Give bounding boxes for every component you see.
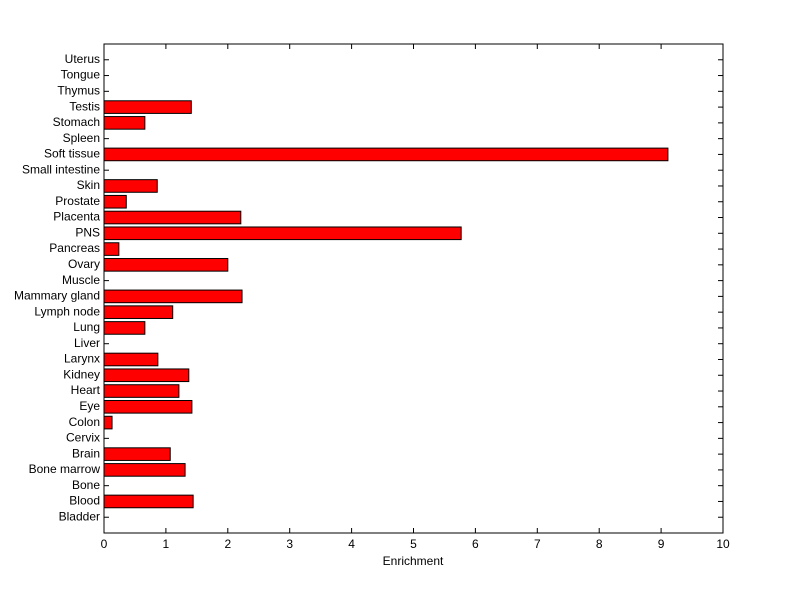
y-tick-label: Pancreas <box>49 241 100 255</box>
x-tick-label: 0 <box>101 537 108 551</box>
y-tick-label: Skin <box>77 178 100 192</box>
y-tick-label: Uterus <box>65 52 100 66</box>
y-tick-label: Soft tissue <box>44 147 100 161</box>
y-tick-label: Heart <box>71 383 101 397</box>
y-tick-label: Lymph node <box>34 304 100 318</box>
y-tick-label: Cervix <box>66 431 100 445</box>
bar <box>103 415 113 430</box>
y-tick-label: Kidney <box>63 367 100 381</box>
bar <box>103 352 159 367</box>
bar <box>103 321 146 335</box>
y-tick-label: PNS <box>75 225 100 239</box>
bar <box>103 494 194 509</box>
y-tick-label: Tongue <box>61 68 101 82</box>
bar <box>103 399 193 414</box>
y-tick-label: Larynx <box>64 352 100 366</box>
y-tick-label: Prostate <box>55 194 100 208</box>
x-tick-label: 7 <box>534 537 541 551</box>
bar <box>103 179 158 193</box>
y-tick-label: Ovary <box>68 257 100 271</box>
y-tick-label: Eye <box>79 399 100 413</box>
bar <box>103 305 174 319</box>
x-tick-label: 9 <box>658 537 665 551</box>
x-axis-label: Enrichment <box>383 554 444 568</box>
y-tick-label: Blood <box>69 494 100 508</box>
y-tick-label: Bone marrow <box>29 462 101 476</box>
y-tick-label: Testis <box>69 99 100 113</box>
y-tick-label: Bone <box>72 478 100 492</box>
y-tick-label: Bladder <box>59 509 100 523</box>
bar <box>103 258 229 272</box>
bar <box>103 463 186 477</box>
bar <box>103 242 120 256</box>
y-tick-label: Muscle <box>62 273 100 287</box>
y-tick-label: Mammary gland <box>14 289 100 303</box>
x-tick-label: 3 <box>286 537 293 551</box>
y-tick-label: Stomach <box>53 115 100 129</box>
bar <box>103 100 192 114</box>
x-tick-label: 5 <box>410 537 417 551</box>
y-tick-label: Small intestine <box>22 162 100 176</box>
bar <box>103 147 669 162</box>
bar <box>103 116 146 130</box>
x-tick-label: 1 <box>163 537 170 551</box>
x-tick-label: 6 <box>472 537 479 551</box>
y-tick-label: Colon <box>69 415 100 429</box>
y-tick-label: Liver <box>74 336 100 350</box>
y-tick-label: Thymus <box>57 83 100 97</box>
x-tick-label: 4 <box>348 537 355 551</box>
bar <box>103 447 171 461</box>
x-tick-label: 2 <box>224 537 231 551</box>
bar <box>103 194 127 209</box>
bar <box>103 368 190 383</box>
bar <box>103 210 242 225</box>
y-tick-label: Lung <box>73 320 100 334</box>
plot-area <box>103 43 724 534</box>
y-tick-label: Placenta <box>53 210 100 224</box>
bar <box>103 289 243 304</box>
y-tick-label: Brain <box>72 446 100 460</box>
x-tick-label: 10 <box>716 537 730 551</box>
y-tick-label: Spleen <box>63 131 100 145</box>
bar <box>103 384 180 398</box>
x-tick-label: 8 <box>596 537 603 551</box>
bar <box>103 226 462 241</box>
